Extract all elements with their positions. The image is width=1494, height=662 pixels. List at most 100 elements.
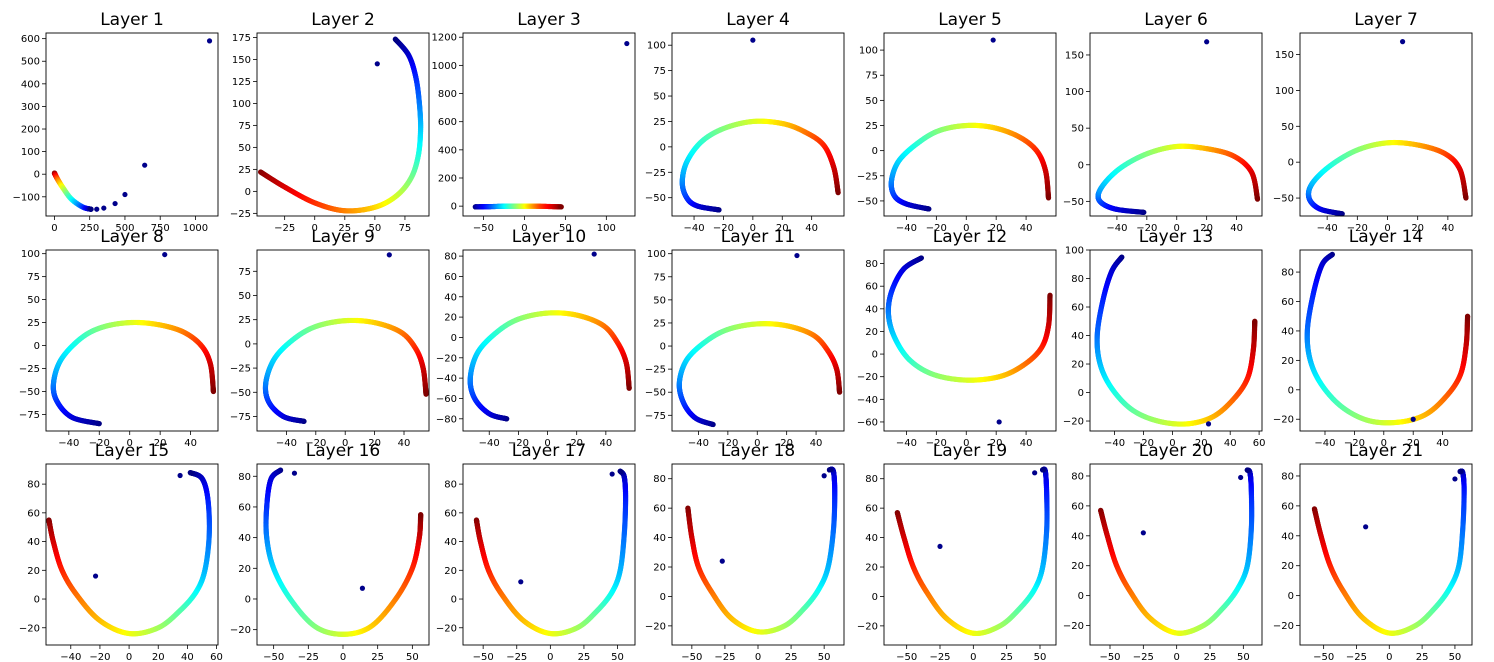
outlier-point bbox=[122, 191, 128, 198]
x-tick-label: 40 bbox=[805, 223, 818, 234]
curve-point bbox=[835, 190, 841, 196]
axes-frame bbox=[256, 32, 430, 217]
y-tick-label: 75 bbox=[653, 66, 666, 77]
y-tick-label: −25 bbox=[230, 209, 251, 220]
y-tick-label: 600 bbox=[438, 117, 457, 128]
y-tick-label: 100 bbox=[232, 99, 251, 110]
x-tick-label: 0 bbox=[51, 223, 57, 234]
x-tick-label: −40 bbox=[58, 438, 79, 449]
outlier-point bbox=[1399, 39, 1406, 45]
y-tick-label: 60 bbox=[444, 272, 457, 283]
curve-point bbox=[1254, 196, 1261, 202]
x-tick-label: 250 bbox=[80, 223, 99, 234]
y-tick-label: 50 bbox=[653, 295, 666, 306]
x-tick-label: −40 bbox=[276, 438, 297, 449]
y-tick-label: −40 bbox=[436, 374, 457, 385]
y-tick-label: 50 bbox=[1281, 122, 1294, 133]
y-tick-label: 100 bbox=[21, 147, 40, 158]
x-tick-label: −40 bbox=[688, 438, 709, 449]
y-tick-label: 80 bbox=[444, 252, 457, 263]
y-tick-label: 150 bbox=[232, 55, 251, 66]
y-tick-label: 0 bbox=[660, 342, 666, 353]
y-tick-label: 800 bbox=[438, 89, 457, 100]
y-tick-label: −25 bbox=[645, 365, 666, 376]
subplot-title: Layer 7 bbox=[1354, 10, 1418, 30]
x-tick-label: −40 bbox=[479, 438, 500, 449]
x-tick-label: 40 bbox=[599, 438, 612, 449]
subplot-1: Layer 10 250 500 750 1000−100010020030040050… bbox=[13, 10, 219, 234]
y-tick-label: 100 bbox=[647, 41, 666, 52]
curve-point bbox=[392, 36, 398, 42]
x-tick-label: 50 bbox=[369, 223, 382, 234]
axes-frame bbox=[462, 32, 636, 217]
y-tick-label: 25 bbox=[653, 117, 666, 128]
curve-point bbox=[626, 385, 632, 391]
x-tick-label: −40 bbox=[683, 223, 704, 234]
curve-point bbox=[1045, 195, 1052, 201]
y-tick-label: 1200 bbox=[432, 33, 457, 44]
x-tick-label: −50 bbox=[473, 223, 494, 234]
y-tick-label: −60 bbox=[436, 394, 457, 405]
subplot-title: Layer 5 bbox=[938, 10, 1002, 30]
y-tick-label: 75 bbox=[27, 272, 40, 283]
y-tick-label: −20 bbox=[436, 353, 457, 364]
outlier-point bbox=[386, 252, 392, 258]
y-tick-label: 1000 bbox=[432, 61, 457, 72]
y-tick-label: 50 bbox=[653, 92, 666, 103]
x-tick-label: 0 bbox=[312, 223, 318, 234]
y-tick-label: 300 bbox=[21, 102, 40, 113]
outlier-point bbox=[624, 40, 630, 47]
y-tick-label: 200 bbox=[438, 173, 457, 184]
x-tick-label: 40 bbox=[398, 438, 411, 449]
subplot-title: Layer 8 bbox=[100, 227, 164, 247]
y-tick-label: 150 bbox=[1065, 50, 1084, 61]
y-tick-label: 400 bbox=[438, 145, 457, 156]
y-tick-label: 75 bbox=[653, 272, 666, 283]
x-tick-label: 500 bbox=[115, 223, 134, 234]
x-tick-label: 40 bbox=[1020, 223, 1033, 234]
outlier-point bbox=[206, 38, 213, 44]
outlier-point bbox=[162, 251, 168, 258]
outlier-point bbox=[112, 200, 118, 207]
y-tick-label: 20 bbox=[444, 313, 457, 324]
y-tick-label: 0 bbox=[245, 339, 251, 350]
y-tick-label: 0 bbox=[1288, 158, 1294, 169]
y-tick-label: −80 bbox=[436, 414, 457, 425]
axes-frame bbox=[1089, 32, 1263, 217]
curve-point bbox=[88, 206, 94, 212]
outlier-point bbox=[142, 162, 148, 168]
curve-point bbox=[558, 204, 564, 210]
outlier-point bbox=[94, 206, 100, 212]
x-tick-label: 25 bbox=[338, 223, 351, 234]
y-tick-label: 50 bbox=[238, 291, 251, 302]
y-tick-label: −25 bbox=[230, 364, 251, 375]
subplot-title: Layer 3 bbox=[517, 10, 581, 30]
axes-frame bbox=[256, 249, 430, 432]
y-tick-label: 125 bbox=[232, 77, 251, 88]
y-tick-label: 100 bbox=[859, 46, 878, 57]
x-tick-label: −40 bbox=[1106, 223, 1127, 234]
y-tick-label: −50 bbox=[645, 388, 666, 399]
y-tick-label: −50 bbox=[19, 387, 40, 398]
outlier-point bbox=[794, 252, 800, 259]
subplot-title: Layer 12 bbox=[933, 227, 1007, 247]
y-tick-label: 100 bbox=[21, 249, 40, 260]
y-tick-label: 50 bbox=[27, 295, 40, 306]
y-tick-label: −25 bbox=[19, 364, 40, 375]
y-tick-label: 75 bbox=[238, 267, 251, 278]
outlier-point bbox=[990, 37, 996, 43]
y-tick-label: 175 bbox=[232, 33, 251, 44]
x-tick-label: 1000 bbox=[183, 223, 208, 234]
y-tick-label: −50 bbox=[857, 196, 878, 207]
outlier-point bbox=[750, 37, 756, 43]
y-tick-label: 50 bbox=[1071, 124, 1084, 135]
y-tick-label: 100 bbox=[647, 249, 666, 260]
x-tick-label: −25 bbox=[274, 223, 295, 234]
x-tick-label: 40 bbox=[810, 438, 823, 449]
